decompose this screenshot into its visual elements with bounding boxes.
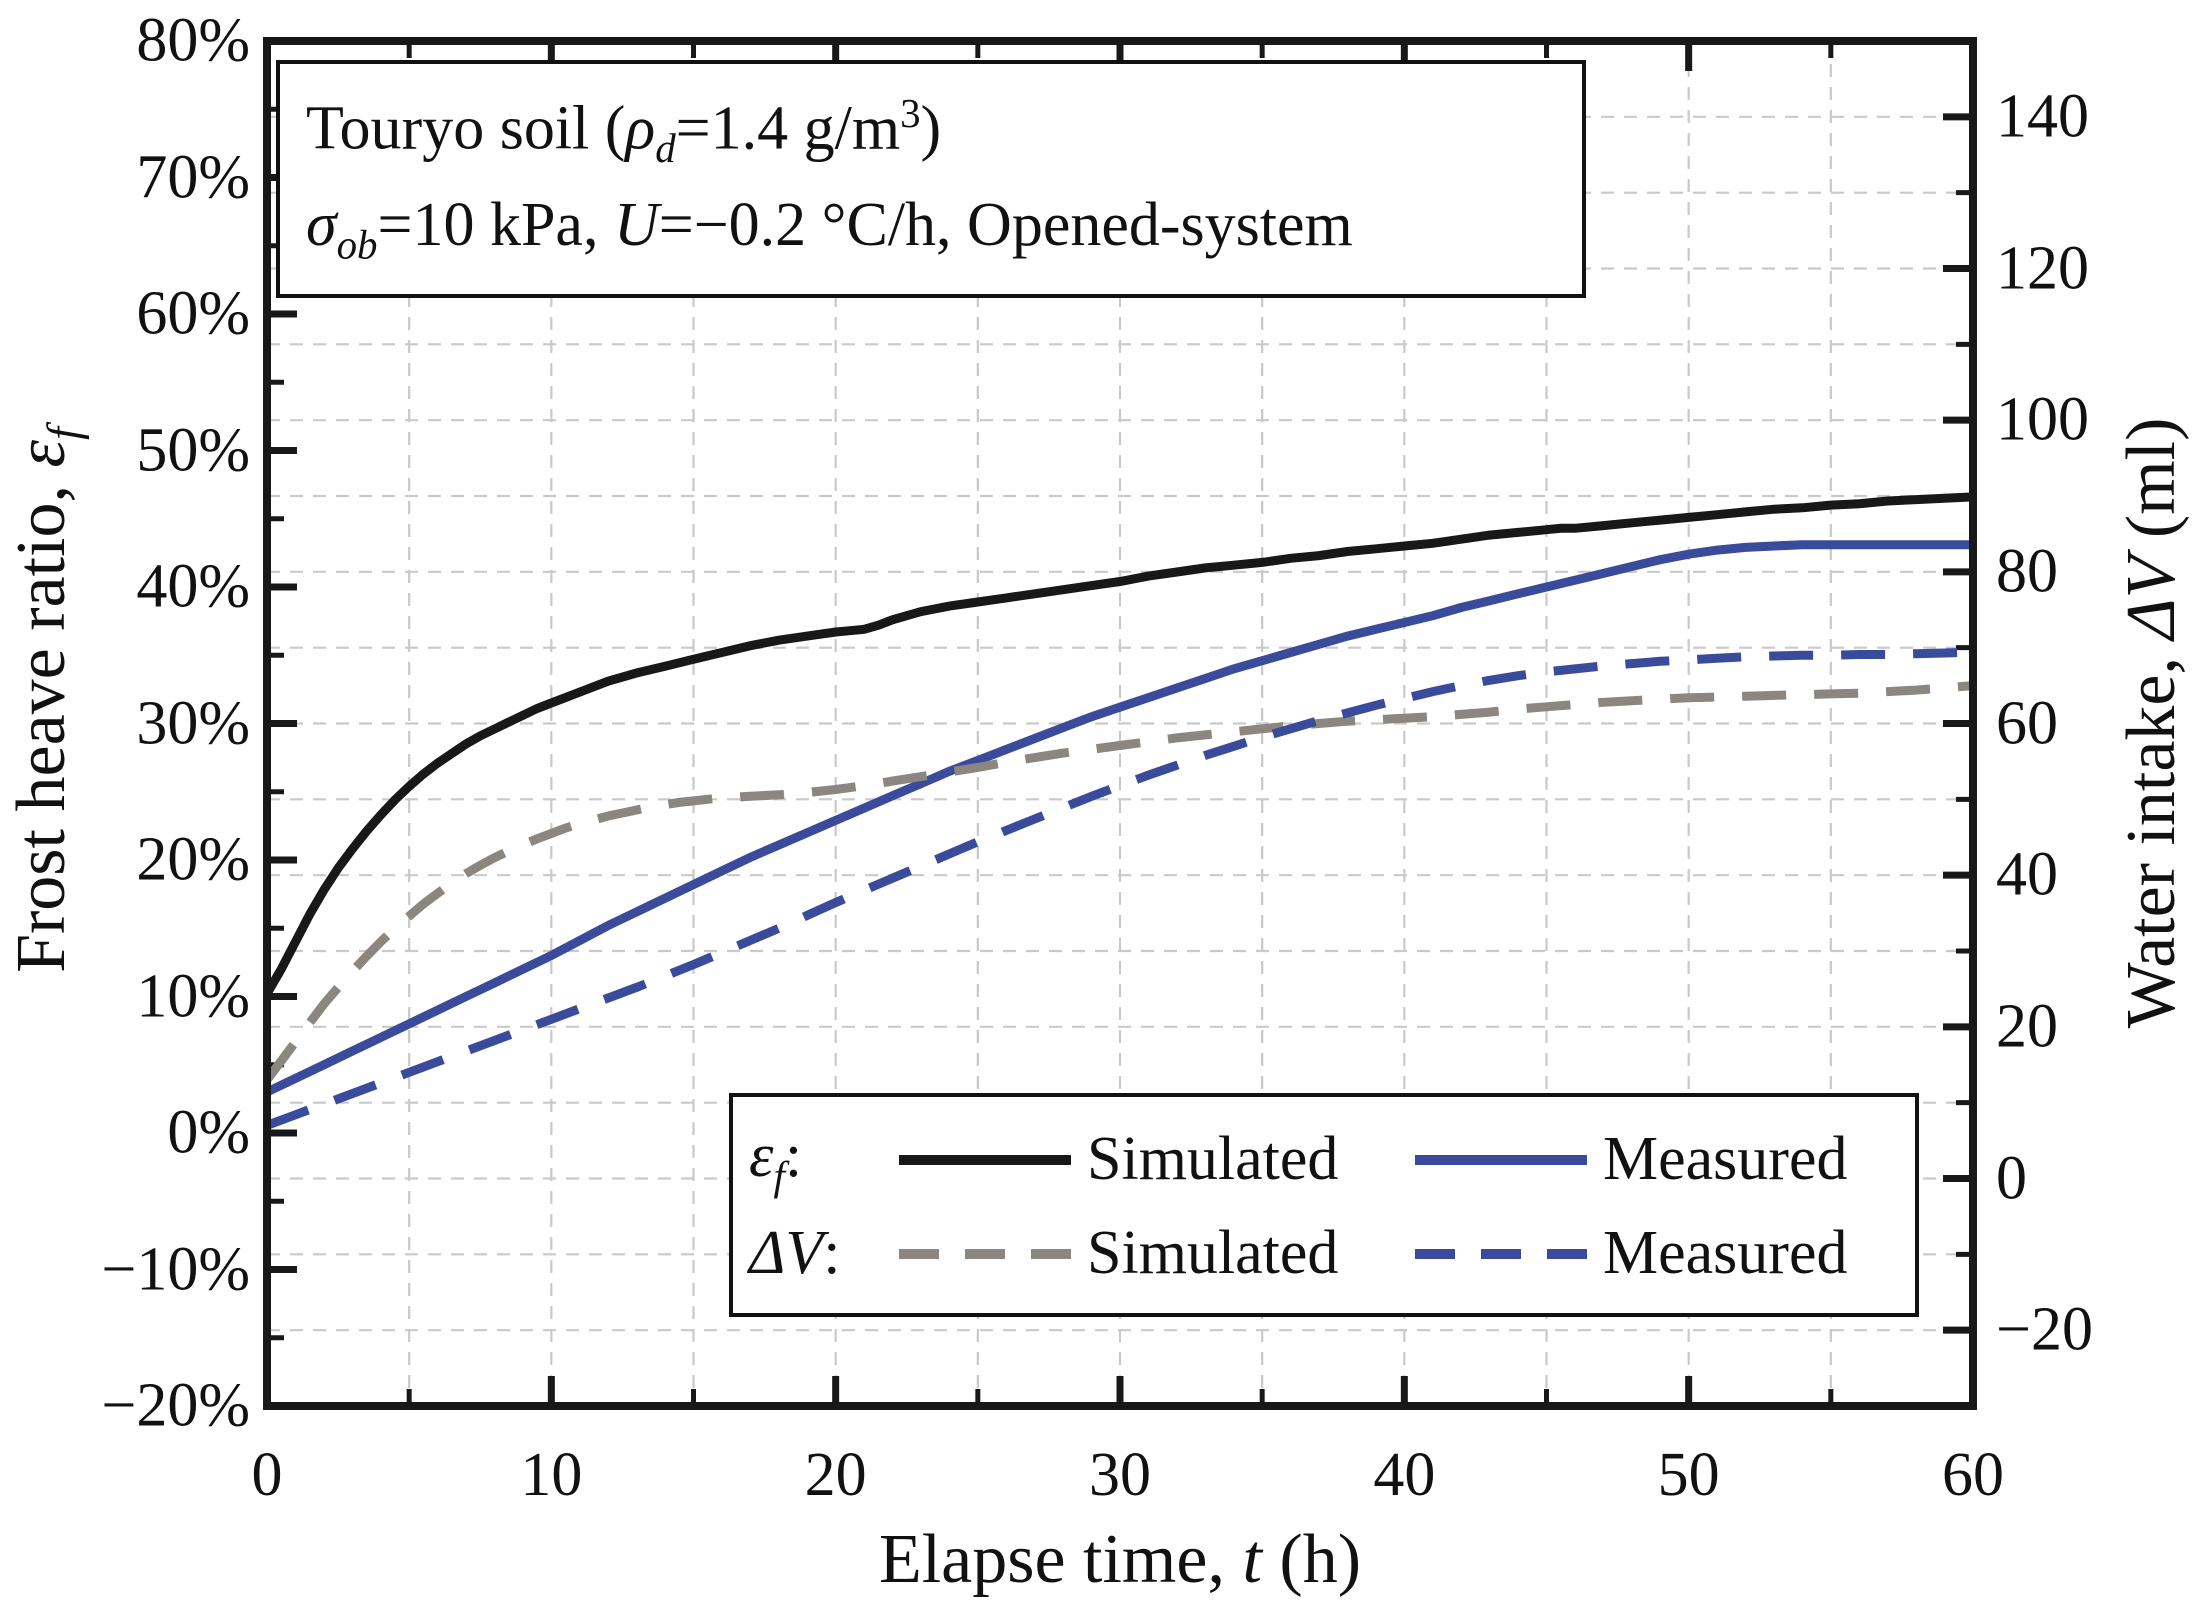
legend-line-sample-dv-simulated — [899, 1248, 1071, 1259]
x-axis-title: Elapse time, t (h) — [878, 1521, 1362, 1598]
right-axis-title: Water intake, ΔV (ml) — [2113, 417, 2190, 1029]
legend-series-key-dv: ΔV: — [749, 1219, 841, 1288]
legend-row-frost-heave: εf: Simulated Measured — [749, 1121, 1903, 1199]
legend-row-water-intake: ΔV: Simulated Measured — [749, 1218, 1903, 1289]
curve-frost-heave-ratio-simulated — [263, 492, 1974, 997]
legend-item-label: Measured — [1603, 1219, 1848, 1288]
legend-series-key-ef: εf: — [749, 1121, 803, 1198]
legend: εf: Simulated Measured ΔV: Simulated Mea… — [729, 1093, 1919, 1317]
legend-item-label: Simulated — [1087, 1125, 1339, 1194]
annotation-line-conditions: σob=10 kPa, U=−0.2 °C/h, Opened-system — [306, 191, 1353, 268]
curve-water-intake-measured — [265, 647, 1974, 1130]
left-axis-title: Frost heave ratio, εf — [3, 427, 89, 973]
legend-line-sample-dv-measured — [1415, 1248, 1587, 1259]
legend-item-label: Measured — [1603, 1125, 1848, 1194]
legend-item-label: Simulated — [1087, 1219, 1339, 1288]
annotation-line-soil: Touryo soil (ρd=1.4 g/m3) — [306, 90, 942, 171]
parameter-annotation-box: Touryo soil (ρd=1.4 g/m3) σob=10 kPa, U=… — [276, 60, 1586, 298]
legend-line-sample-ef-measured — [1415, 1154, 1587, 1165]
curve-frost-heave-ratio-measured — [265, 540, 1973, 1097]
legend-line-sample-ef-simulated — [899, 1154, 1071, 1165]
plot-frame — [263, 37, 1977, 1410]
curve-water-intake-simulated — [263, 681, 1974, 1083]
